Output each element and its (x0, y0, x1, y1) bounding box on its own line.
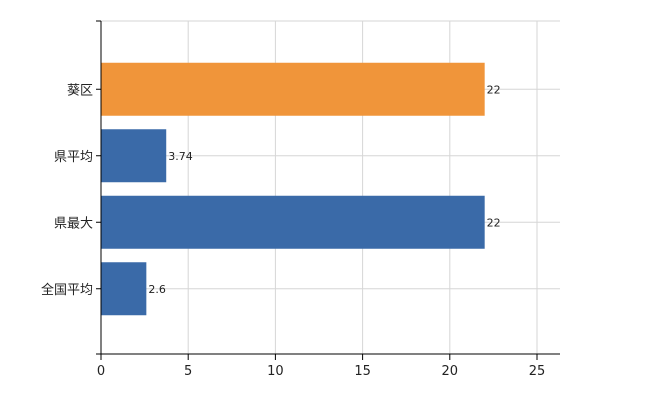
x-tick-label-10: 10 (267, 364, 284, 379)
category-label-1: 県平均 (54, 150, 93, 165)
bar-0 (101, 62, 485, 116)
x-tick-label-20: 20 (442, 364, 459, 379)
category-label-0: 葵区 (67, 83, 93, 98)
bar-1 (101, 129, 167, 183)
data-label-2: 22 (487, 216, 501, 229)
category-label-2: 県最大 (54, 216, 93, 231)
bar-3 (101, 262, 147, 316)
x-tick-label-0: 0 (97, 364, 105, 379)
x-tick-label-15: 15 (354, 364, 371, 379)
data-label-1: 3.74 (168, 150, 193, 163)
bars (101, 62, 485, 316)
category-label-3: 全国平均 (41, 282, 93, 298)
x-tick-label-5: 5 (184, 364, 192, 379)
x-tick-label-25: 25 (529, 364, 546, 379)
axes (96, 20, 560, 360)
bar-2 (101, 195, 485, 249)
data-label-3: 2.6 (148, 283, 166, 296)
data-label-0: 22 (487, 83, 501, 96)
